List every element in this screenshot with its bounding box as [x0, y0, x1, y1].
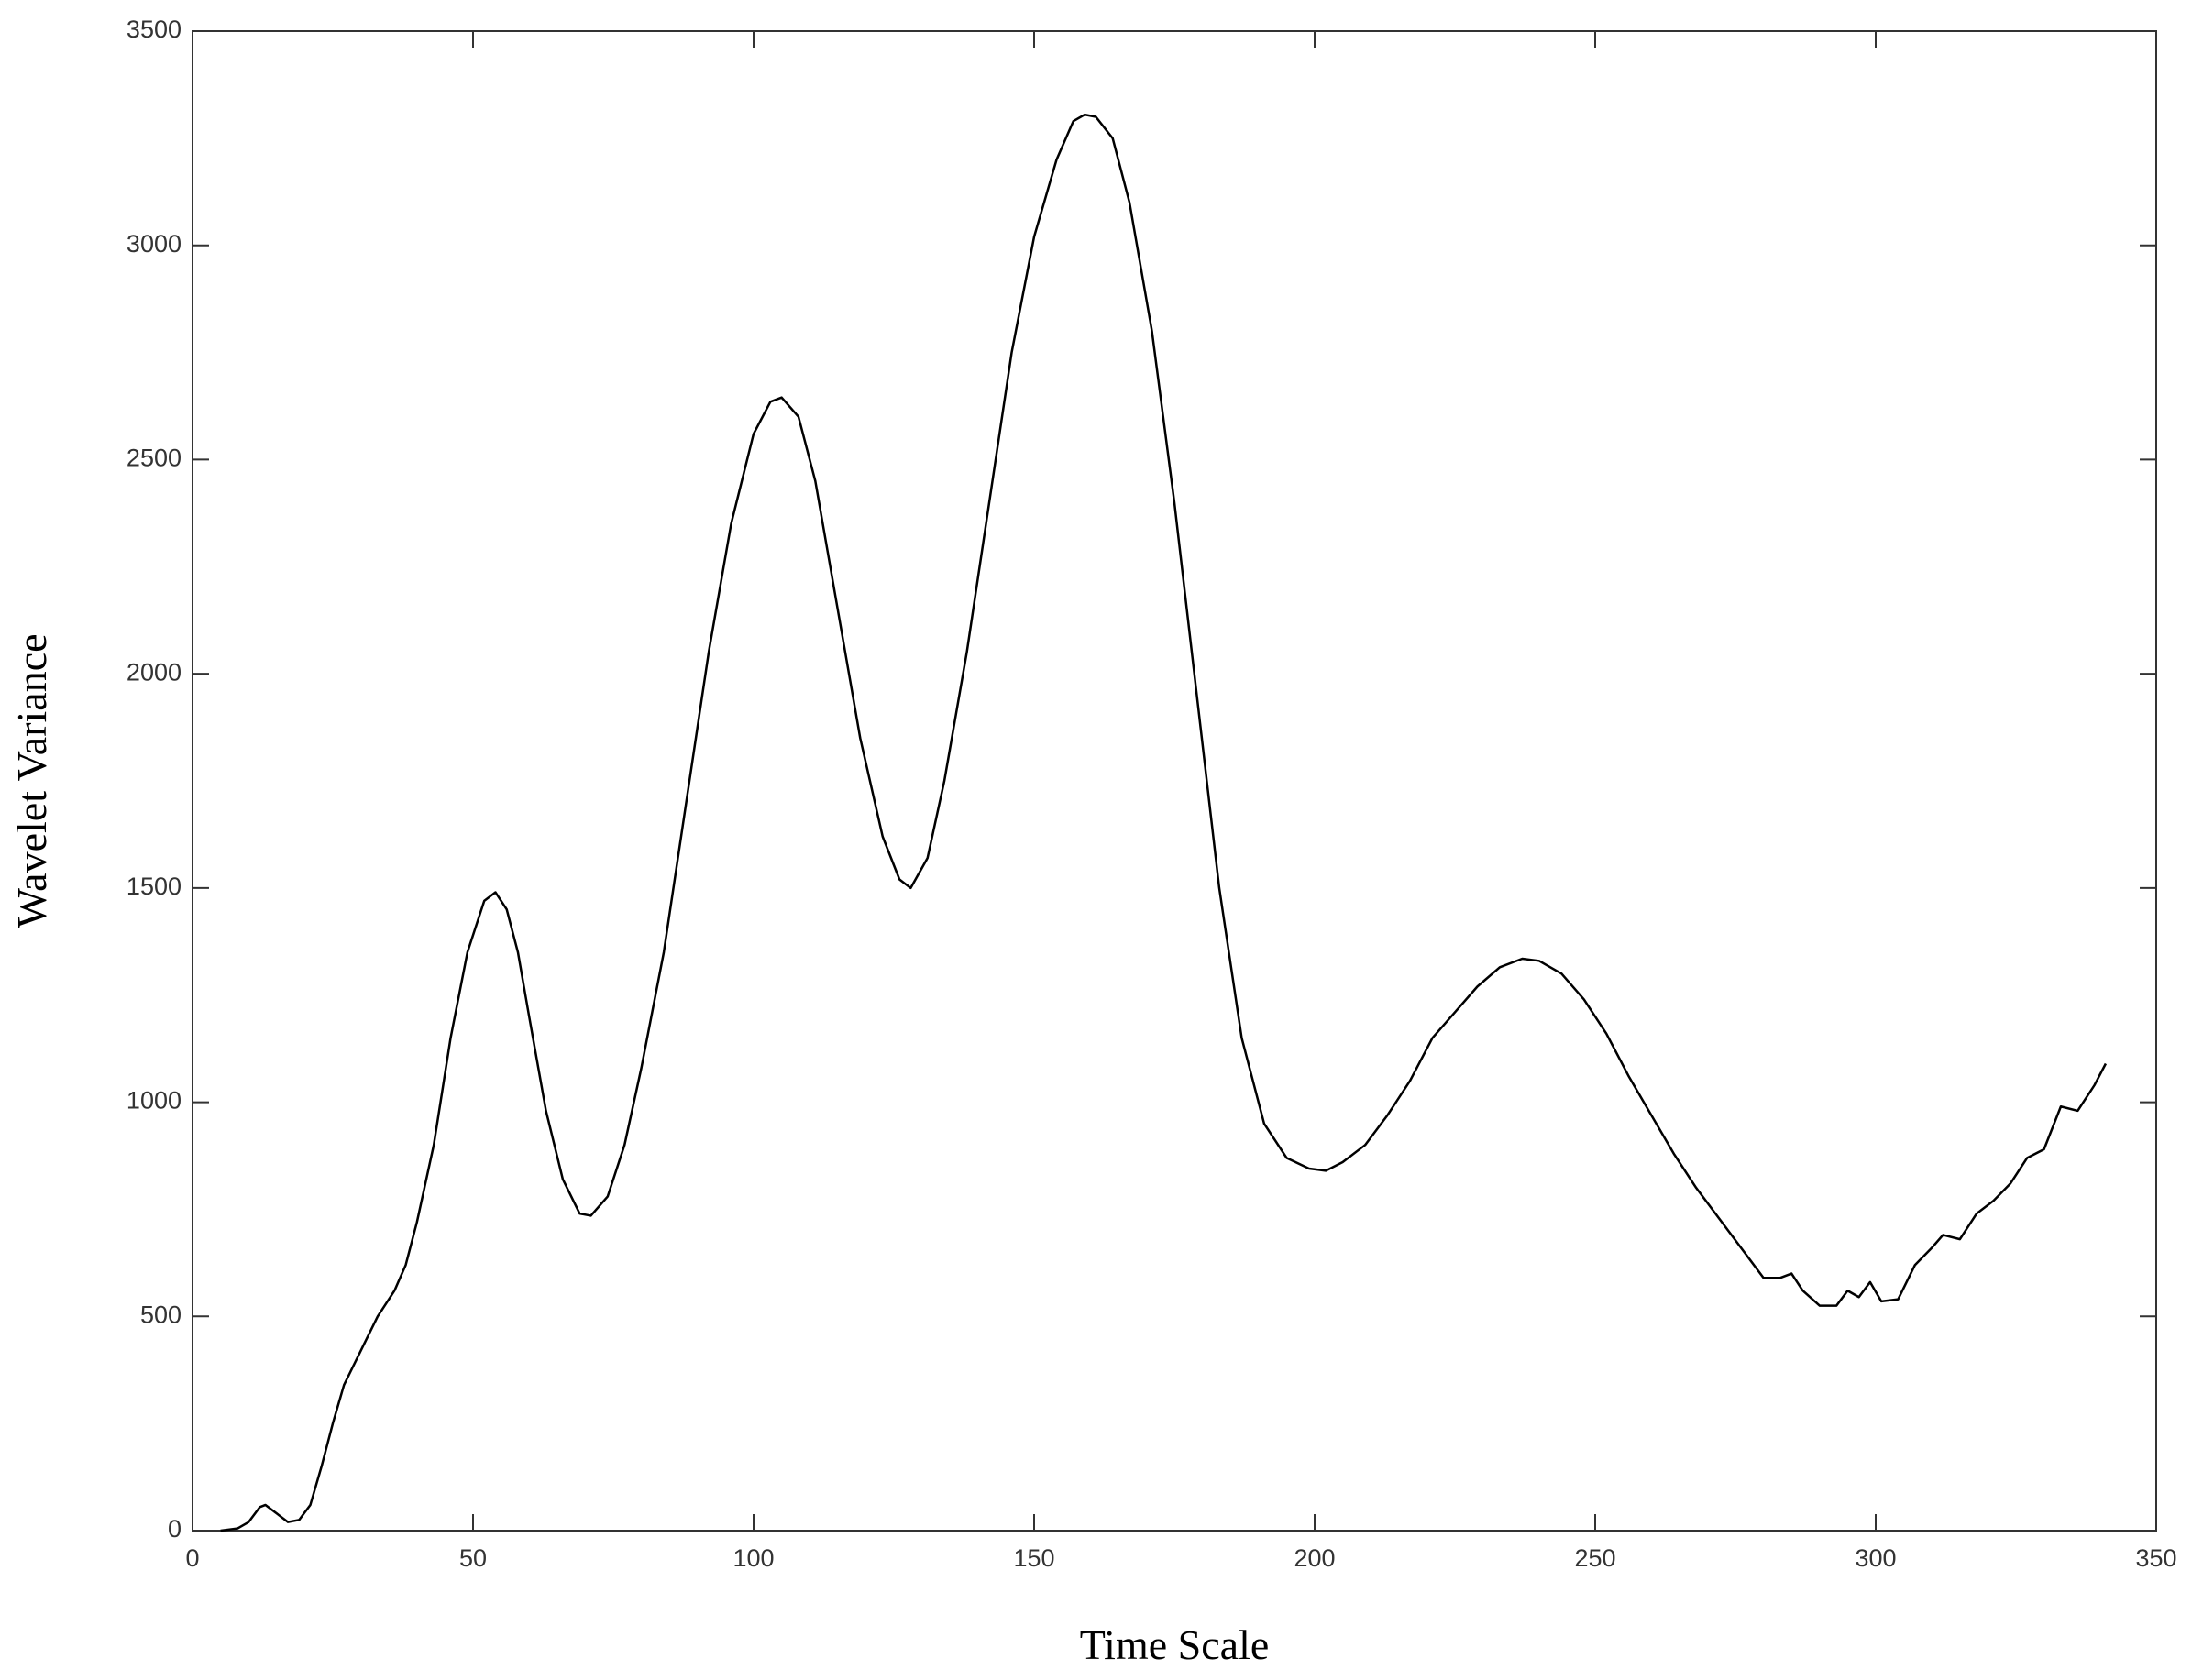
x-tick-label: 300 — [1855, 1544, 1896, 1572]
y-tick-label: 2000 — [127, 658, 182, 686]
x-axis-label: Time Scale — [1080, 1621, 1270, 1668]
y-tick-label: 3500 — [127, 16, 182, 43]
x-tick-label: 200 — [1294, 1544, 1335, 1572]
y-tick-label: 0 — [168, 1515, 182, 1543]
data-line — [220, 113, 2108, 1532]
y-tick-label: 500 — [140, 1301, 182, 1328]
x-tick-label: 150 — [1013, 1544, 1054, 1572]
x-tick-label: 250 — [1574, 1544, 1615, 1572]
x-tick-label: 0 — [185, 1544, 199, 1572]
x-tick-label: 100 — [732, 1544, 774, 1572]
y-axis-label: Wavelet Variance — [8, 633, 55, 928]
y-tick-label: 2500 — [127, 445, 182, 472]
y-tick-label: 3000 — [127, 230, 182, 258]
x-tick-label: 50 — [459, 1544, 487, 1572]
plot-frame — [192, 30, 2157, 1532]
x-tick-label: 350 — [2135, 1544, 2176, 1572]
y-tick-label: 1000 — [127, 1087, 182, 1115]
y-tick-label: 1500 — [127, 873, 182, 900]
